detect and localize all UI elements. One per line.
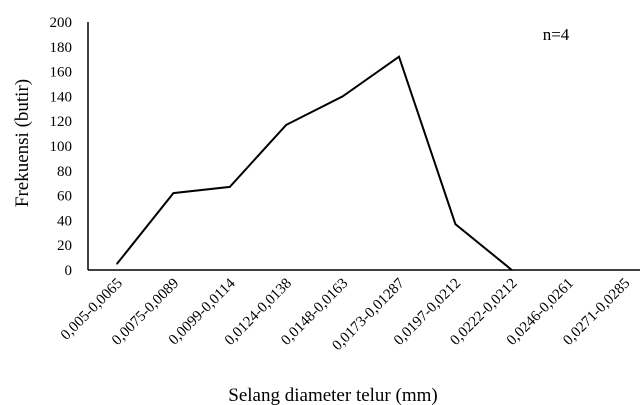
y-tick-label: 120 — [50, 114, 73, 130]
y-tick-label: 80 — [57, 164, 72, 180]
sample-size-annotation: n=4 — [543, 25, 570, 44]
data-point — [398, 55, 400, 58]
y-tick-label: 20 — [57, 238, 72, 254]
x-tick-labels: 0,005-0,00650,0075-0,00890,0099-0,01140,… — [58, 275, 633, 354]
data-point — [116, 263, 118, 265]
y-axis: 0 20 40 60 80 100 120 140 160 180 200 — [50, 15, 89, 279]
y-tick-label: 100 — [50, 139, 73, 155]
series-line — [116, 55, 513, 271]
data-point — [511, 269, 513, 271]
y-tick-label: 60 — [57, 189, 72, 205]
y-tick-label: 40 — [57, 213, 72, 229]
data-point — [172, 192, 175, 194]
y-tick-label: 160 — [50, 65, 73, 81]
y-tick-label: 0 — [65, 263, 73, 279]
series — [116, 55, 513, 271]
y-tick-label: 180 — [50, 40, 73, 56]
data-point — [454, 223, 457, 225]
y-tick-labels: 0 20 40 60 80 100 120 140 160 180 200 — [50, 15, 73, 279]
x-axis: 0,005-0,00650,0075-0,00890,0099-0,01140,… — [58, 269, 640, 354]
y-axis-title: Frekuensi (butir) — [12, 79, 33, 207]
y-tick-label: 140 — [50, 89, 73, 105]
data-point — [285, 124, 288, 126]
data-point — [341, 95, 344, 98]
data-point — [229, 186, 231, 188]
y-tick-label: 200 — [50, 15, 73, 31]
x-axis-title: Selang diameter telur (mm) — [228, 385, 437, 405]
